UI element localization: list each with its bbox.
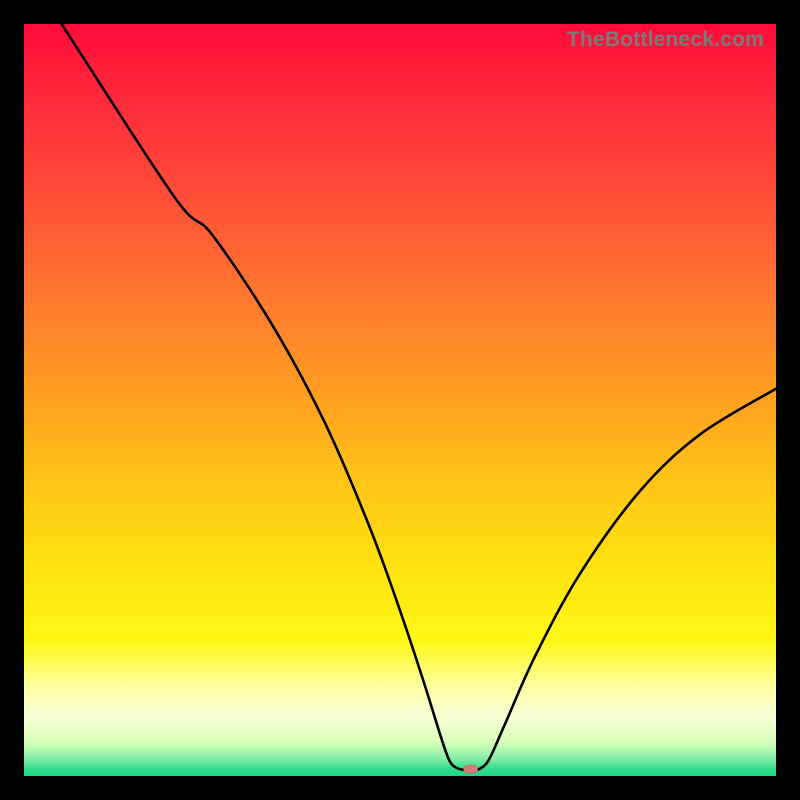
- watermark-text: TheBottleneck.com: [567, 28, 764, 52]
- bottleneck-curve: [24, 24, 776, 776]
- chart-frame: TheBottleneck.com: [0, 0, 800, 800]
- optimal-point-marker: [464, 765, 478, 773]
- plot-area: TheBottleneck.com: [24, 24, 776, 776]
